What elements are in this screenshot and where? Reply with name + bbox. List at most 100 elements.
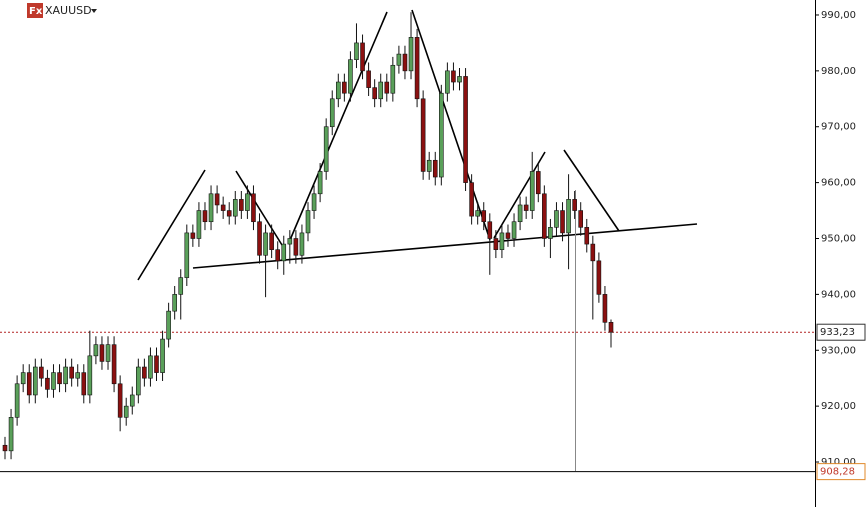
candle-body xyxy=(26,372,32,396)
candle-body xyxy=(99,344,105,362)
candle-body xyxy=(457,76,462,83)
trendline xyxy=(563,149,620,232)
candle-body xyxy=(602,294,608,323)
candle-body xyxy=(329,98,335,128)
candle-body xyxy=(360,42,365,72)
candle-body xyxy=(566,199,571,234)
candle-body xyxy=(378,81,384,100)
candle-body xyxy=(69,366,74,379)
y-tick-label: 990,00 xyxy=(821,10,856,21)
candle-body xyxy=(420,98,426,172)
candle-body xyxy=(608,322,614,333)
candle-body xyxy=(178,277,184,295)
candle-body xyxy=(287,238,293,245)
candle-body xyxy=(505,232,511,239)
candle-body xyxy=(148,355,153,379)
candle-body xyxy=(584,227,590,245)
candle-body xyxy=(269,232,274,250)
y-tick-label: 980,00 xyxy=(821,66,856,77)
candle-body xyxy=(481,210,487,223)
candle-body xyxy=(105,344,111,362)
candle-body xyxy=(226,210,232,217)
candle-body xyxy=(117,383,123,418)
crosshair-label: 908,28 xyxy=(820,467,855,478)
candle-body xyxy=(202,210,208,223)
candle-body xyxy=(554,210,559,228)
candle-body xyxy=(184,232,190,278)
candle-body xyxy=(208,193,214,223)
candle-body xyxy=(517,204,523,223)
candle-body xyxy=(560,210,565,234)
y-tick-label: 940,00 xyxy=(821,289,856,300)
candle-body xyxy=(63,366,68,385)
candle-body xyxy=(366,70,371,88)
candle-body xyxy=(529,171,535,211)
symbol-icon[interactable] xyxy=(27,3,43,18)
candle-body xyxy=(20,372,26,385)
candle-body xyxy=(245,193,250,211)
candle-body xyxy=(548,227,553,239)
trendline xyxy=(137,169,206,281)
candle-body xyxy=(408,37,414,72)
y-tick-label: 960,00 xyxy=(821,178,856,189)
candle-body xyxy=(305,210,311,234)
candle-body xyxy=(166,310,171,340)
candle-body xyxy=(426,159,432,172)
candle-body xyxy=(487,221,493,239)
candle-body xyxy=(445,70,450,94)
candle-body xyxy=(214,193,220,206)
y-tick-label: 910,00 xyxy=(821,457,856,468)
candle-body xyxy=(142,366,147,379)
candle-body xyxy=(263,232,268,256)
candle-body xyxy=(572,199,577,211)
candle-body xyxy=(451,70,456,83)
crosshair-label-box xyxy=(816,463,866,481)
candle-body xyxy=(45,377,50,390)
candle-body xyxy=(335,81,341,100)
trendline xyxy=(493,151,546,239)
candle-body xyxy=(39,366,44,379)
candle-body xyxy=(535,171,541,195)
candle-body xyxy=(136,366,141,396)
candle-body xyxy=(542,193,547,239)
candle-body xyxy=(372,87,377,100)
candle-body xyxy=(111,344,117,385)
candle-body xyxy=(299,232,305,256)
trendline xyxy=(289,11,388,241)
candle-body xyxy=(590,243,596,262)
symbol-title[interactable]: XAUUSD xyxy=(45,4,92,17)
candle-body xyxy=(2,444,8,452)
y-tick-label: 950,00 xyxy=(821,233,856,244)
candle-body xyxy=(342,81,347,94)
trendline xyxy=(235,170,283,246)
y-tick-label: 970,00 xyxy=(821,122,856,133)
symbol-icon-label: Fx xyxy=(29,6,43,17)
y-tick-label: 920,00 xyxy=(821,401,856,412)
candle-body xyxy=(51,372,56,390)
candle-body xyxy=(469,182,474,217)
candle-body xyxy=(220,204,226,211)
dropdown-arrow[interactable] xyxy=(91,9,97,13)
trendline xyxy=(411,9,491,241)
candle-body xyxy=(432,159,438,178)
candle-body xyxy=(475,210,480,217)
candle-body xyxy=(511,221,517,239)
candle-body xyxy=(93,344,99,357)
candle-body xyxy=(317,171,323,195)
candle-body xyxy=(414,37,420,100)
candle-body xyxy=(232,199,238,217)
candle-body xyxy=(396,53,402,66)
price-label: 933,23 xyxy=(820,327,855,338)
candle-body xyxy=(281,243,287,262)
candle-body xyxy=(129,394,135,407)
candle-body xyxy=(354,42,359,60)
candle-body xyxy=(87,355,93,396)
candle-body xyxy=(190,232,196,239)
candle-body xyxy=(384,81,390,94)
candle-body xyxy=(160,338,165,373)
candle-body xyxy=(32,366,38,396)
candle-body xyxy=(8,417,14,452)
candle-body xyxy=(239,199,244,211)
